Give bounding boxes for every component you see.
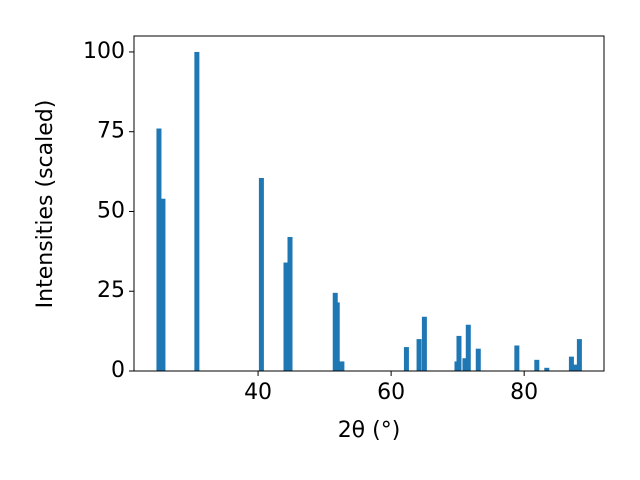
bar — [534, 359, 540, 371]
x-tick-label: 80 — [510, 380, 538, 405]
bar — [465, 324, 471, 371]
bar — [339, 361, 345, 371]
bar — [287, 237, 293, 371]
y-tick-label: 50 — [97, 198, 125, 223]
bar — [475, 348, 481, 371]
bar — [576, 339, 582, 371]
x-tick-label: 40 — [244, 380, 272, 405]
x-tick-label: 60 — [377, 380, 405, 405]
bar — [568, 356, 574, 371]
bar — [258, 177, 264, 371]
y-axis-label: Intensities (scaled) — [33, 100, 58, 309]
bar — [156, 128, 162, 371]
bar — [572, 364, 578, 371]
y-tick-label: 75 — [97, 119, 125, 144]
bar — [456, 335, 462, 371]
bar — [334, 302, 340, 371]
x-axis-label: 2θ (°) — [338, 418, 401, 443]
plot-frame — [133, 35, 605, 372]
y-tick-label: 100 — [83, 39, 125, 64]
bar — [416, 339, 422, 371]
bar — [403, 347, 409, 371]
bar — [421, 316, 427, 371]
y-tick-label: 25 — [97, 278, 125, 303]
y-tick-label: 0 — [111, 358, 125, 383]
bar — [514, 345, 520, 371]
bar — [462, 358, 468, 371]
bar — [544, 367, 550, 371]
bar — [160, 198, 166, 371]
bar — [283, 262, 289, 371]
bar — [194, 51, 200, 371]
